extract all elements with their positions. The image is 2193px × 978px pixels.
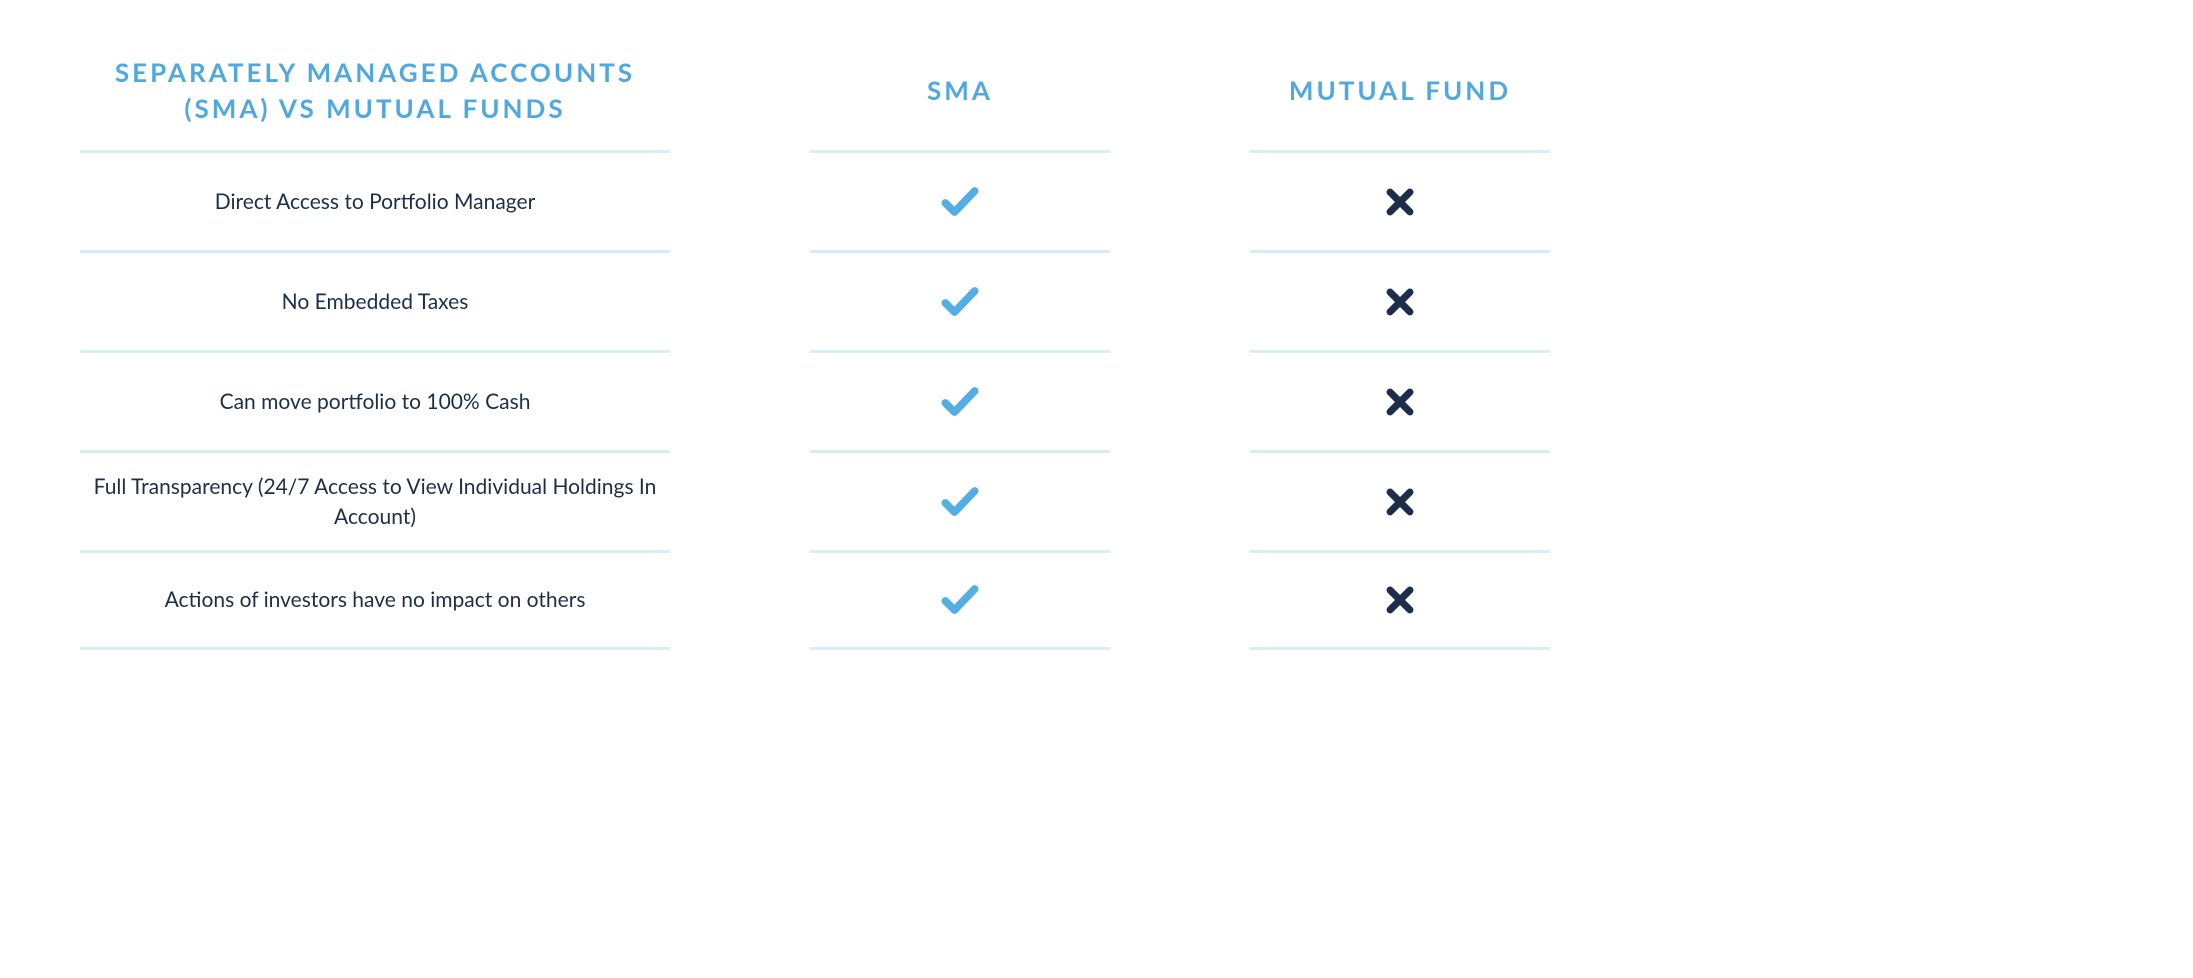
table-row: Actions of investors have no impact on o…	[80, 550, 670, 650]
check-icon	[938, 578, 982, 622]
table-row	[810, 150, 1110, 250]
check-icon	[938, 180, 982, 224]
table-row	[1250, 250, 1550, 350]
feature-label: Actions of investors have no impact on o…	[155, 585, 596, 614]
x-icon	[1383, 185, 1417, 219]
table-row	[1250, 150, 1550, 250]
table-row	[1250, 350, 1550, 450]
mutual-fund-header: MUTUAL FUND	[1250, 50, 1550, 130]
check-icon	[938, 280, 982, 324]
table-row	[810, 350, 1110, 450]
x-icon	[1383, 385, 1417, 419]
x-icon	[1383, 583, 1417, 617]
table-row: Direct Access to Portfolio Manager	[80, 150, 670, 250]
sma-header: SMA	[810, 50, 1110, 130]
x-icon	[1383, 485, 1417, 519]
feature-label: Full Transparency (24/7 Access to View I…	[80, 472, 670, 531]
check-icon	[938, 480, 982, 524]
table-row: Can move portfolio to 100% Cash	[80, 350, 670, 450]
table-row	[1250, 550, 1550, 650]
check-icon	[938, 380, 982, 424]
feature-label: Can move portfolio to 100% Cash	[210, 387, 541, 416]
table-row: Full Transparency (24/7 Access to View I…	[80, 450, 670, 550]
sma-column: SMA	[810, 50, 1110, 650]
feature-header: SEPARATELY MANAGED ACCOUNTS (SMA) VS MUT…	[80, 50, 670, 130]
table-row	[1250, 450, 1550, 550]
x-icon	[1383, 285, 1417, 319]
feature-label: No Embedded Taxes	[272, 287, 479, 316]
feature-label: Direct Access to Portfolio Manager	[205, 187, 546, 216]
table-row	[810, 250, 1110, 350]
comparison-table: SEPARATELY MANAGED ACCOUNTS (SMA) VS MUT…	[80, 50, 2113, 650]
table-row	[810, 450, 1110, 550]
table-row	[810, 550, 1110, 650]
table-row: No Embedded Taxes	[80, 250, 670, 350]
mutual-fund-column: MUTUAL FUND	[1250, 50, 1550, 650]
feature-column: SEPARATELY MANAGED ACCOUNTS (SMA) VS MUT…	[80, 50, 670, 650]
